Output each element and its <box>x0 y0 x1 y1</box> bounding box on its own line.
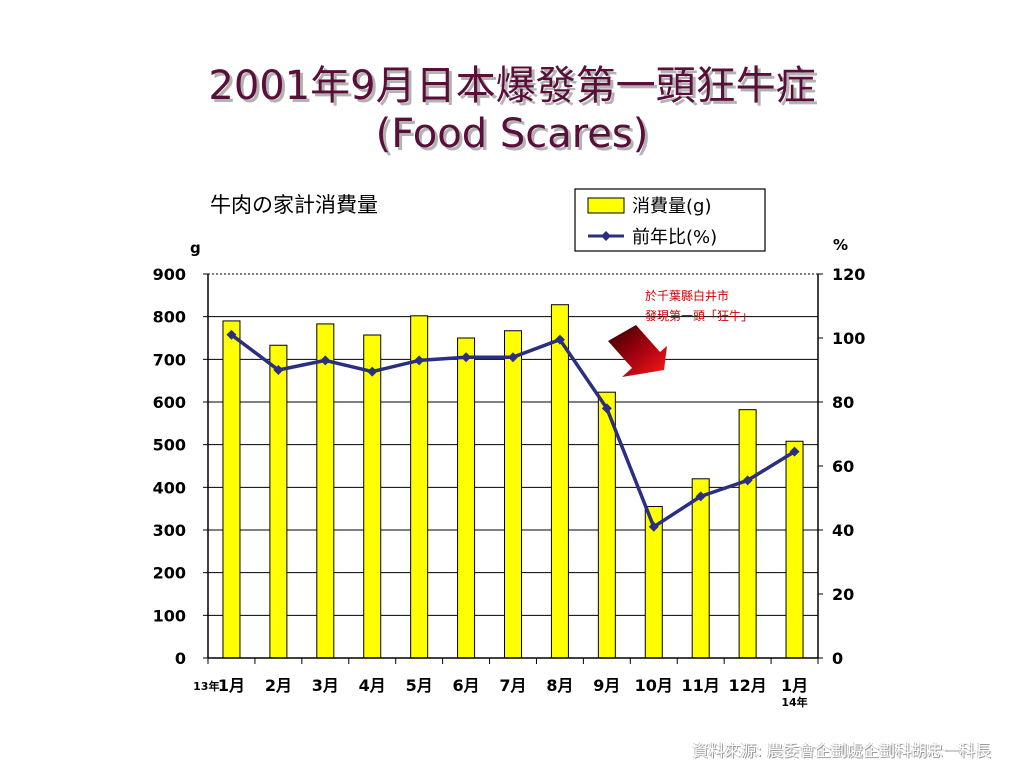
x-tick-label: 4月 <box>359 676 386 695</box>
legend-bar-label: 消費量(g) <box>632 196 711 217</box>
x-tick-label: 2月 <box>265 676 292 695</box>
bar <box>504 330 522 659</box>
right-tick-label: 0 <box>832 649 843 668</box>
bar <box>222 320 241 659</box>
left-axis-unit: g <box>190 239 201 257</box>
left-tick-label: 900 <box>153 265 186 284</box>
x-tick-label: 8月 <box>546 676 573 695</box>
title-line-1: 2001年9月日本爆發第一頭狂牛症 <box>208 63 816 109</box>
left-tick-label: 100 <box>153 606 186 625</box>
legend: 消費量(g) 前年比(%) <box>574 188 766 252</box>
chart-title: 牛肉の家計消費量 <box>210 193 378 217</box>
line-point <box>226 329 237 340</box>
legend-line-marker <box>601 231 611 241</box>
right-tick-label: 40 <box>832 521 854 540</box>
annotation: 於千葉縣白井市 發現第一頭「狂牛」 <box>608 288 753 377</box>
x-tick-label: 1月 <box>218 676 245 695</box>
x-tick-label: 12月 <box>728 676 766 695</box>
annotation-arrow-icon <box>608 325 667 377</box>
right-axis-unit: % <box>833 236 848 254</box>
bar <box>738 409 757 659</box>
left-tick-label: 500 <box>153 436 186 455</box>
legend-bar-swatch <box>587 197 625 214</box>
right-tick-label: 80 <box>832 393 854 412</box>
bar <box>550 304 569 659</box>
source-note: 資料來源: 農委會企劃處企劃科胡忠一科長 <box>692 741 991 760</box>
x-tick-label: 9月 <box>593 676 620 695</box>
line-point <box>601 403 612 414</box>
right-tick-label: 100 <box>832 329 865 348</box>
right-tick-label: 120 <box>832 265 865 284</box>
title-line-2: (Food Scares) <box>375 111 649 157</box>
line-point <box>414 355 425 366</box>
line-point <box>789 446 800 457</box>
year-start-label: 13年 <box>193 679 219 693</box>
left-tick-label: 600 <box>153 393 186 412</box>
bar <box>269 344 288 659</box>
bar <box>316 323 335 659</box>
right-tick-label: 60 <box>832 457 854 476</box>
x-tick-label: 10月 <box>635 676 673 695</box>
left-tick-label: 200 <box>153 564 186 583</box>
line-point <box>273 365 284 375</box>
x-tick-label: 6月 <box>453 676 480 695</box>
line-point <box>695 491 706 502</box>
x-tick-label: 1月 <box>781 676 808 695</box>
bar <box>457 337 476 659</box>
x-tick-label: 7月 <box>499 676 526 695</box>
labels: 0 100 200 300 400 500 600 700 800 900 0 20 40 60 80 100… <box>153 265 866 709</box>
line-point <box>461 352 472 363</box>
line-point <box>320 355 331 366</box>
left-tick-label: 0 <box>175 649 186 668</box>
legend-line-label: 前年比(%) <box>632 227 717 248</box>
line-point <box>648 521 659 532</box>
line-series <box>226 329 800 532</box>
year-end-label: 14年 <box>781 695 807 709</box>
x-tick-label: 5月 <box>406 676 433 695</box>
bar <box>785 440 804 659</box>
left-tick-label: 400 <box>153 478 186 497</box>
axes <box>203 273 823 664</box>
line-point <box>508 352 518 363</box>
left-tick-label: 700 <box>153 350 186 369</box>
left-tick-label: 300 <box>153 521 186 540</box>
bar <box>597 391 616 659</box>
line-point <box>742 475 753 486</box>
bar <box>691 478 710 659</box>
x-tick-label: 11月 <box>682 676 720 695</box>
annotation-line-2: 發現第一頭「狂牛」 <box>645 308 753 323</box>
left-tick-label: 800 <box>153 308 186 327</box>
x-tick-label: 3月 <box>312 676 339 695</box>
bar <box>410 315 429 659</box>
slide-title: 2001年9月日本爆發第一頭狂牛症 (Food Scares) <box>0 62 1024 158</box>
right-tick-label: 20 <box>832 585 854 604</box>
annotation-line-1: 於千葉縣白井市 <box>645 288 729 303</box>
bar <box>363 334 382 659</box>
line-point <box>367 366 378 377</box>
line-point <box>554 334 565 345</box>
